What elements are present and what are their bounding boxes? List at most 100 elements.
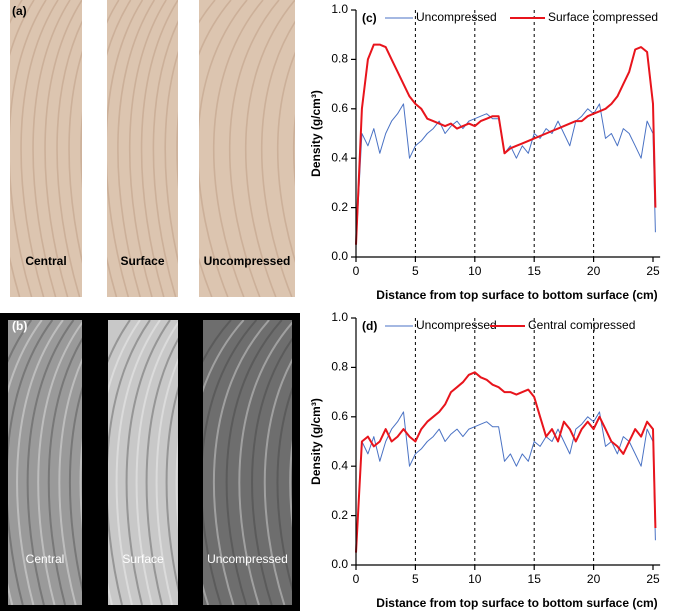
grain (68, 386, 82, 592)
grain (20, 0, 59, 297)
sample-label: Central (26, 552, 65, 566)
grain (238, 321, 292, 605)
grain (203, 320, 245, 605)
grain (107, 0, 144, 297)
grain (80, 112, 82, 189)
series-line (355, 103, 656, 245)
grain (128, 0, 167, 297)
grain (8, 320, 33, 364)
grain (203, 320, 232, 363)
panel-label: (d) (362, 319, 377, 333)
x-tick-label: 15 (528, 572, 542, 586)
xray-sample (203, 320, 292, 605)
sample-label: Surface (120, 254, 164, 268)
series-line (355, 371, 657, 553)
legend-label: Uncompressed (416, 10, 497, 24)
xray-sample (108, 320, 178, 605)
grain (175, 438, 178, 530)
grain (251, 337, 292, 605)
grain (276, 387, 292, 592)
grain (212, 0, 264, 297)
x-tick-label: 25 (646, 572, 660, 586)
panel-label: (a) (12, 4, 27, 18)
grain (176, 112, 178, 189)
x-tick-label: 25 (646, 264, 660, 278)
x-tick-label: 0 (353, 572, 360, 586)
grain (165, 386, 178, 593)
grain (32, 0, 71, 297)
grain (47, 337, 82, 605)
grain (260, 20, 295, 297)
grain (56, 20, 82, 297)
grain (263, 358, 292, 605)
grain (58, 358, 82, 605)
y-tick-label: 0.6 (331, 101, 348, 115)
x-tick-label: 20 (587, 572, 601, 586)
x-axis-label: Distance from top surface to bottom surf… (376, 288, 657, 302)
x-tick-label: 20 (587, 264, 601, 278)
grain (145, 337, 178, 605)
x-tick-label: 5 (412, 572, 419, 586)
y-tick-label: 0.8 (331, 360, 348, 374)
grain (8, 320, 43, 605)
grain (26, 320, 75, 605)
legend-label: Surface compressed (548, 10, 658, 24)
grain (16, 320, 64, 605)
legend-label: Central compressed (528, 318, 635, 332)
grain (79, 438, 82, 530)
grain (276, 51, 295, 263)
sample-label: Uncompressed (204, 254, 291, 268)
sample-label: Uncompressed (207, 552, 288, 566)
grain (108, 320, 141, 605)
sample-label: Surface (122, 552, 164, 566)
grain (115, 320, 161, 605)
grain (44, 0, 82, 297)
x-tick-label: 15 (528, 264, 542, 278)
grain (107, 0, 132, 297)
grain (125, 320, 171, 605)
y-axis-label: Density (g/cm³) (309, 398, 323, 485)
xray-sample (8, 320, 82, 605)
wood-sample (107, 0, 178, 297)
panel-label: (b) (12, 319, 27, 333)
y-tick-label: 0.6 (331, 409, 348, 423)
sample-label: Central (25, 254, 66, 268)
legend-label: Uncompressed (416, 318, 497, 332)
x-tick-label: 10 (468, 264, 482, 278)
y-axis-label: Density (g/cm³) (309, 90, 323, 177)
panel-label: (c) (362, 11, 377, 25)
grain (8, 320, 54, 605)
grain (164, 51, 178, 264)
grain (292, 114, 295, 187)
grain (225, 320, 283, 605)
x-tick-label: 5 (412, 264, 419, 278)
grain (135, 321, 178, 605)
grain (10, 0, 35, 297)
y-tick-label: 0.2 (331, 508, 348, 522)
y-tick-label: 0.0 (331, 249, 348, 263)
y-tick-label: 0.4 (331, 458, 348, 472)
wood-sample (10, 0, 82, 297)
grain (152, 20, 178, 297)
wood-sample (199, 0, 295, 297)
grain (289, 440, 292, 528)
grain (155, 358, 178, 605)
series-line (355, 43, 657, 245)
grain (203, 320, 258, 605)
y-tick-label: 0.0 (331, 557, 348, 571)
grain (37, 321, 82, 605)
x-axis-label: Distance from top surface to bottom surf… (376, 596, 657, 610)
y-tick-label: 0.4 (331, 150, 348, 164)
grain (140, 0, 178, 297)
y-tick-label: 0.2 (331, 200, 348, 214)
grain (10, 0, 47, 297)
grain (199, 0, 232, 297)
grain (212, 320, 270, 605)
x-tick-label: 10 (468, 572, 482, 586)
grain (108, 320, 131, 364)
x-tick-label: 0 (353, 264, 360, 278)
grain (108, 320, 151, 605)
y-tick-label: 1.0 (331, 2, 348, 16)
